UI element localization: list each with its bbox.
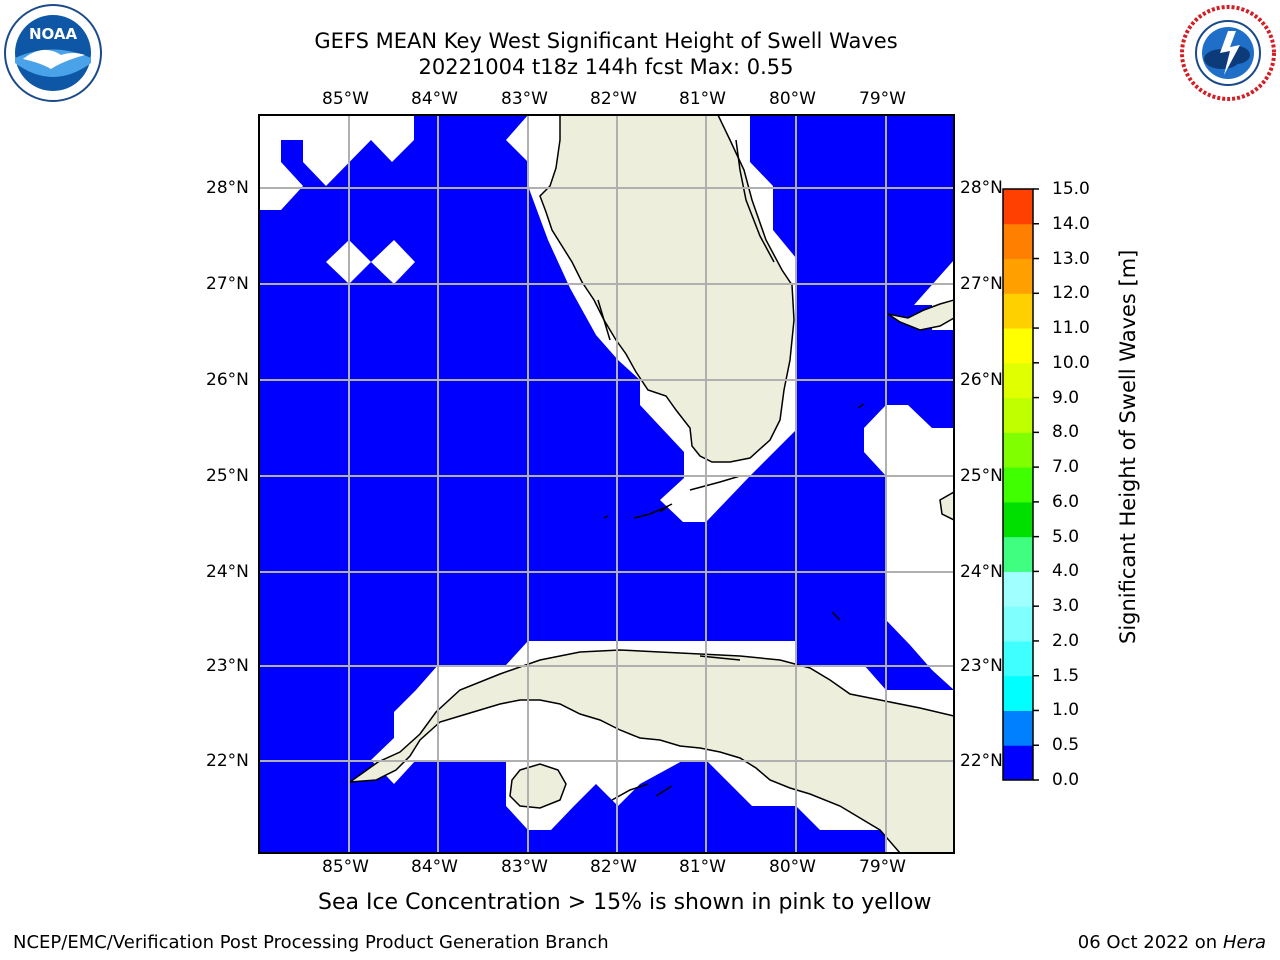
colorbar-label-9: 7.0 (1052, 457, 1080, 478)
colorbar-frame (1002, 188, 1034, 781)
lon-label-bottom-5: 80°W (769, 857, 816, 877)
lon-label-bottom-1: 84°W (411, 857, 458, 877)
lat-label-left-2: 26°N (206, 370, 249, 390)
graticule (259, 115, 954, 853)
colorbar-segment-7 (1003, 501, 1033, 538)
lon-label-bottom-2: 83°W (501, 857, 548, 877)
lat-label-left-0: 28°N (206, 178, 249, 198)
lon-label-top-3: 82°W (590, 89, 637, 109)
footer-date-text: 06 Oct 2022 on (1077, 932, 1223, 953)
sea-ice-note: Sea Ice Concentration > 15% is shown in … (318, 890, 932, 915)
lat-label-left-3: 25°N (206, 466, 249, 486)
colorbar-label-10: 8.0 (1052, 422, 1080, 443)
colorbar-label-15: 13.0 (1052, 248, 1090, 269)
lon-label-top-5: 80°W (769, 89, 816, 109)
lon-label-bottom-6: 79°W (859, 857, 906, 877)
colorbar-segment-15 (1003, 223, 1033, 260)
nws-logo (1178, 3, 1278, 103)
colorbar (1002, 188, 1039, 781)
colorbar-label-4: 2.0 (1052, 630, 1080, 651)
colorbar-segment-2 (1003, 675, 1033, 711)
colorbar-label-8: 6.0 (1052, 491, 1080, 512)
colorbar-label-5: 3.0 (1052, 596, 1080, 617)
lat-label-right-6: 22°N (960, 751, 1003, 771)
colorbar-label-1: 0.5 (1052, 735, 1080, 756)
colorbar-label-7: 5.0 (1052, 526, 1080, 547)
lon-label-top-2: 83°W (501, 89, 548, 109)
andros-land (939, 491, 954, 521)
colorbar-segment-9 (1003, 432, 1033, 468)
colorbar-segment-1 (1003, 710, 1033, 746)
footer-credit: NCEP/EMC/Verification Post Processing Pr… (13, 932, 609, 953)
map-frame (258, 114, 955, 854)
colorbar-label-3: 1.5 (1052, 665, 1080, 686)
lon-label-top-1: 84°W (411, 89, 458, 109)
colorbar-label-16: 14.0 (1052, 213, 1090, 234)
lon-label-top-6: 79°W (859, 89, 906, 109)
colorbar-label-11: 9.0 (1052, 387, 1080, 408)
lat-label-left-4: 24°N (206, 562, 249, 582)
isla-juventud (509, 763, 567, 809)
colorbar-label-13: 11.0 (1052, 318, 1090, 339)
colorbar-segment-6 (1003, 536, 1033, 572)
bahamas-land (887, 299, 954, 331)
noaa-logo-text: NOAA (29, 25, 78, 43)
colorbar-segment-16 (1003, 189, 1033, 225)
lon-label-top-4: 81°W (679, 89, 726, 109)
lat-label-left-6: 22°N (206, 751, 249, 771)
colorbar-label-2: 1.0 (1052, 700, 1080, 721)
cuba-land (347, 649, 954, 853)
florida-land (539, 115, 795, 463)
colorbar-label-0: 0.0 (1052, 770, 1080, 790)
lon-label-bottom-3: 82°W (590, 857, 637, 877)
lat-label-right-0: 28°N (960, 178, 1003, 198)
lat-label-right-5: 23°N (960, 656, 1003, 676)
colorbar-segment-12 (1003, 328, 1033, 364)
footer-date: 06 Oct 2022 on Hera (1078, 932, 1266, 953)
chart-subtitle: 20221004 t18z 144h fcst Max: 0.55 (418, 55, 794, 79)
lat-label-right-4: 24°N (960, 562, 1003, 582)
colorbar-segment-10 (1003, 397, 1033, 433)
colorbar-label-6: 4.0 (1052, 561, 1080, 582)
colorbar-segment-11 (1003, 362, 1033, 399)
colorbar-segment-5 (1003, 571, 1033, 607)
footer-host: Hera (1222, 932, 1266, 953)
lat-label-right-3: 25°N (960, 466, 1003, 486)
colorbar-segment-13 (1003, 293, 1033, 329)
lon-label-top-0: 85°W (322, 89, 369, 109)
colorbar-segment-8 (1003, 467, 1033, 503)
lat-label-left-1: 27°N (206, 274, 249, 294)
colorbar-segment-3 (1003, 640, 1033, 677)
colorbar-segment-14 (1003, 258, 1033, 294)
colorbar-segment-4 (1003, 606, 1033, 642)
colorbar-title: Significant Height of Swell Waves [m] (1116, 249, 1140, 644)
lon-label-bottom-4: 81°W (679, 857, 726, 877)
lat-label-right-1: 27°N (960, 274, 1003, 294)
lat-label-right-2: 26°N (960, 370, 1003, 390)
colorbar-segment-0 (1003, 745, 1033, 781)
colorbar-label-17: 15.0 (1052, 179, 1090, 199)
chart-title: GEFS MEAN Key West Significant Height of… (314, 29, 898, 53)
noaa-logo: NOAA (3, 3, 103, 103)
lon-label-bottom-0: 85°W (322, 857, 369, 877)
lat-label-left-5: 23°N (206, 656, 249, 676)
land (347, 115, 954, 853)
colorbar-label-14: 12.0 (1052, 283, 1090, 304)
colorbar-label-12: 10.0 (1052, 352, 1090, 373)
